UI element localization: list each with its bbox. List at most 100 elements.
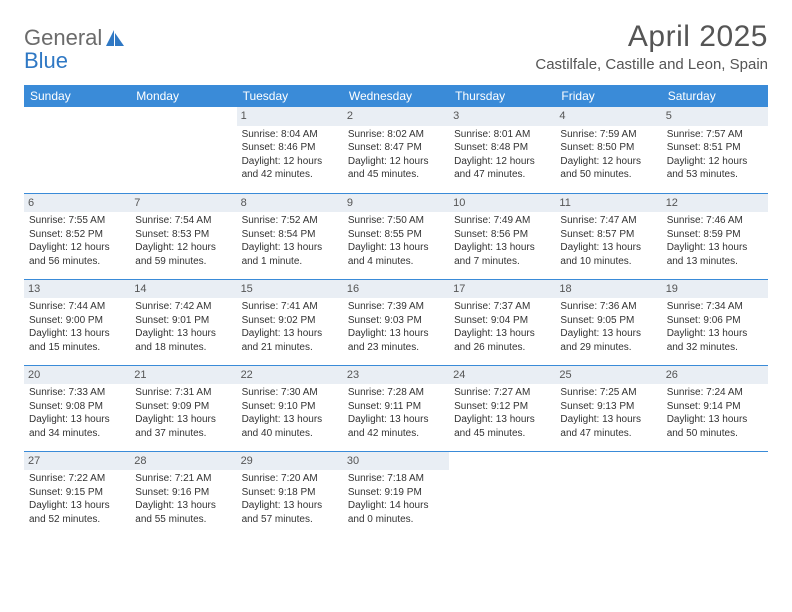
- calendar-day-cell: 13Sunrise: 7:44 AM Sunset: 9:00 PM Dayli…: [24, 279, 130, 365]
- calendar-day-cell: 15Sunrise: 7:41 AM Sunset: 9:02 PM Dayli…: [237, 279, 343, 365]
- day-sun-info: Sunrise: 7:55 AM Sunset: 8:52 PM Dayligh…: [29, 214, 125, 268]
- calendar-day-cell: 14Sunrise: 7:42 AM Sunset: 9:01 PM Dayli…: [130, 279, 236, 365]
- brand-logo: General Blue: [24, 26, 126, 72]
- day-number: 28: [130, 452, 236, 471]
- day-number: 24: [449, 366, 555, 385]
- calendar-day-cell: 2Sunrise: 8:02 AM Sunset: 8:47 PM Daylig…: [343, 107, 449, 193]
- day-sun-info: Sunrise: 7:41 AM Sunset: 9:02 PM Dayligh…: [242, 300, 338, 354]
- calendar-day-cell: 28Sunrise: 7:21 AM Sunset: 9:16 PM Dayli…: [130, 451, 236, 537]
- weekday-header: Thursday: [449, 85, 555, 107]
- day-sun-info: Sunrise: 7:54 AM Sunset: 8:53 PM Dayligh…: [135, 214, 231, 268]
- day-number: 19: [662, 280, 768, 299]
- day-number: 12: [662, 194, 768, 213]
- day-number: [555, 452, 661, 456]
- calendar-day-cell: 4 Sunrise: 7:59 AM Sunset: 8:50 PM Daylig…: [555, 107, 661, 193]
- calendar-week-row: 1 Sunrise: 8:04 AM Sunset: 8:46 PM Daylig…: [24, 107, 768, 193]
- day-number: 13: [24, 280, 130, 299]
- day-sun-info: Sunrise: 7:44 AM Sunset: 9:00 PM Dayligh…: [29, 300, 125, 354]
- weekday-header: Wednesday: [343, 85, 449, 107]
- calendar-day-cell: 3 Sunrise: 8:01 AM Sunset: 8:48 PM Daylig…: [449, 107, 555, 193]
- weekday-header: Friday: [555, 85, 661, 107]
- day-number: 18: [555, 280, 661, 299]
- calendar-day-cell: 24Sunrise: 7:27 AM Sunset: 9:12 PM Dayli…: [449, 365, 555, 451]
- calendar-day-cell: 7Sunrise: 7:54 AM Sunset: 8:53 PM Daylig…: [130, 193, 236, 279]
- calendar-day-cell: [555, 451, 661, 537]
- day-sun-info: Sunrise: 7:59 AM Sunset: 8:50 PM Dayligh…: [560, 128, 656, 182]
- calendar-table: Sunday Monday Tuesday Wednesday Thursday…: [24, 85, 768, 537]
- calendar-day-cell: 16Sunrise: 7:39 AM Sunset: 9:03 PM Dayli…: [343, 279, 449, 365]
- calendar-week-row: 27Sunrise: 7:22 AM Sunset: 9:15 PM Dayli…: [24, 451, 768, 537]
- calendar-page: General Blue April 2025 Castilfale, Cast…: [0, 0, 792, 557]
- calendar-day-cell: 1 Sunrise: 8:04 AM Sunset: 8:46 PM Daylig…: [237, 107, 343, 193]
- day-number: 29: [237, 452, 343, 471]
- day-sun-info: Sunrise: 7:33 AM Sunset: 9:08 PM Dayligh…: [29, 386, 125, 440]
- day-number: 26: [662, 366, 768, 385]
- weekday-header: Saturday: [662, 85, 768, 107]
- location-subtitle: Castilfale, Castille and Leon, Spain: [535, 56, 768, 73]
- day-sun-info: Sunrise: 7:42 AM Sunset: 9:01 PM Dayligh…: [135, 300, 231, 354]
- calendar-day-cell: [449, 451, 555, 537]
- calendar-day-cell: 20Sunrise: 7:33 AM Sunset: 9:08 PM Dayli…: [24, 365, 130, 451]
- calendar-day-cell: 22Sunrise: 7:30 AM Sunset: 9:10 PM Dayli…: [237, 365, 343, 451]
- day-sun-info: Sunrise: 7:24 AM Sunset: 9:14 PM Dayligh…: [667, 386, 763, 440]
- day-number: 3: [449, 107, 555, 126]
- weekday-header: Tuesday: [237, 85, 343, 107]
- day-number: 2: [343, 107, 449, 126]
- page-header: General Blue April 2025 Castilfale, Cast…: [24, 20, 768, 73]
- calendar-day-cell: 25Sunrise: 7:25 AM Sunset: 9:13 PM Dayli…: [555, 365, 661, 451]
- day-sun-info: Sunrise: 7:18 AM Sunset: 9:19 PM Dayligh…: [348, 472, 444, 526]
- calendar-day-cell: 9Sunrise: 7:50 AM Sunset: 8:55 PM Daylig…: [343, 193, 449, 279]
- day-number: 9: [343, 194, 449, 213]
- day-number: 6: [24, 194, 130, 213]
- day-sun-info: Sunrise: 7:36 AM Sunset: 9:05 PM Dayligh…: [560, 300, 656, 354]
- day-number: [449, 452, 555, 456]
- day-number: 15: [237, 280, 343, 299]
- calendar-header-row: Sunday Monday Tuesday Wednesday Thursday…: [24, 85, 768, 107]
- day-sun-info: Sunrise: 7:57 AM Sunset: 8:51 PM Dayligh…: [667, 128, 763, 182]
- calendar-day-cell: 6Sunrise: 7:55 AM Sunset: 8:52 PM Daylig…: [24, 193, 130, 279]
- day-number: 10: [449, 194, 555, 213]
- day-number: 1: [237, 107, 343, 126]
- calendar-day-cell: [24, 107, 130, 193]
- calendar-day-cell: 21Sunrise: 7:31 AM Sunset: 9:09 PM Dayli…: [130, 365, 236, 451]
- weekday-header: Sunday: [24, 85, 130, 107]
- day-sun-info: Sunrise: 7:25 AM Sunset: 9:13 PM Dayligh…: [560, 386, 656, 440]
- month-title: April 2025: [535, 20, 768, 54]
- day-sun-info: Sunrise: 7:47 AM Sunset: 8:57 PM Dayligh…: [560, 214, 656, 268]
- day-sun-info: Sunrise: 8:04 AM Sunset: 8:46 PM Dayligh…: [242, 128, 338, 182]
- day-sun-info: Sunrise: 7:50 AM Sunset: 8:55 PM Dayligh…: [348, 214, 444, 268]
- day-sun-info: Sunrise: 7:28 AM Sunset: 9:11 PM Dayligh…: [348, 386, 444, 440]
- day-sun-info: Sunrise: 7:46 AM Sunset: 8:59 PM Dayligh…: [667, 214, 763, 268]
- brand-logo-line2: Blue: [24, 49, 102, 72]
- day-number: 4: [555, 107, 661, 126]
- calendar-day-cell: 29Sunrise: 7:20 AM Sunset: 9:18 PM Dayli…: [237, 451, 343, 537]
- day-number: 23: [343, 366, 449, 385]
- sail-icon: [104, 28, 126, 53]
- day-number: 17: [449, 280, 555, 299]
- title-block: April 2025 Castilfale, Castille and Leon…: [535, 20, 768, 73]
- calendar-day-cell: 12Sunrise: 7:46 AM Sunset: 8:59 PM Dayli…: [662, 193, 768, 279]
- calendar-day-cell: 8Sunrise: 7:52 AM Sunset: 8:54 PM Daylig…: [237, 193, 343, 279]
- day-sun-info: Sunrise: 7:22 AM Sunset: 9:15 PM Dayligh…: [29, 472, 125, 526]
- day-sun-info: Sunrise: 7:27 AM Sunset: 9:12 PM Dayligh…: [454, 386, 550, 440]
- weekday-header: Monday: [130, 85, 236, 107]
- calendar-day-cell: 18Sunrise: 7:36 AM Sunset: 9:05 PM Dayli…: [555, 279, 661, 365]
- day-sun-info: Sunrise: 7:31 AM Sunset: 9:09 PM Dayligh…: [135, 386, 231, 440]
- day-number: 5: [662, 107, 768, 126]
- calendar-week-row: 20Sunrise: 7:33 AM Sunset: 9:08 PM Dayli…: [24, 365, 768, 451]
- day-sun-info: Sunrise: 8:01 AM Sunset: 8:48 PM Dayligh…: [454, 128, 550, 182]
- day-number: 16: [343, 280, 449, 299]
- day-sun-info: Sunrise: 7:34 AM Sunset: 9:06 PM Dayligh…: [667, 300, 763, 354]
- calendar-week-row: 13Sunrise: 7:44 AM Sunset: 9:00 PM Dayli…: [24, 279, 768, 365]
- day-number: 14: [130, 280, 236, 299]
- day-number: 25: [555, 366, 661, 385]
- calendar-day-cell: 30Sunrise: 7:18 AM Sunset: 9:19 PM Dayli…: [343, 451, 449, 537]
- calendar-day-cell: 19Sunrise: 7:34 AM Sunset: 9:06 PM Dayli…: [662, 279, 768, 365]
- day-sun-info: Sunrise: 7:37 AM Sunset: 9:04 PM Dayligh…: [454, 300, 550, 354]
- calendar-day-cell: 26Sunrise: 7:24 AM Sunset: 9:14 PM Dayli…: [662, 365, 768, 451]
- calendar-day-cell: 23Sunrise: 7:28 AM Sunset: 9:11 PM Dayli…: [343, 365, 449, 451]
- day-number: [662, 452, 768, 456]
- brand-logo-text: General Blue: [24, 26, 102, 72]
- day-number: 8: [237, 194, 343, 213]
- day-sun-info: Sunrise: 7:39 AM Sunset: 9:03 PM Dayligh…: [348, 300, 444, 354]
